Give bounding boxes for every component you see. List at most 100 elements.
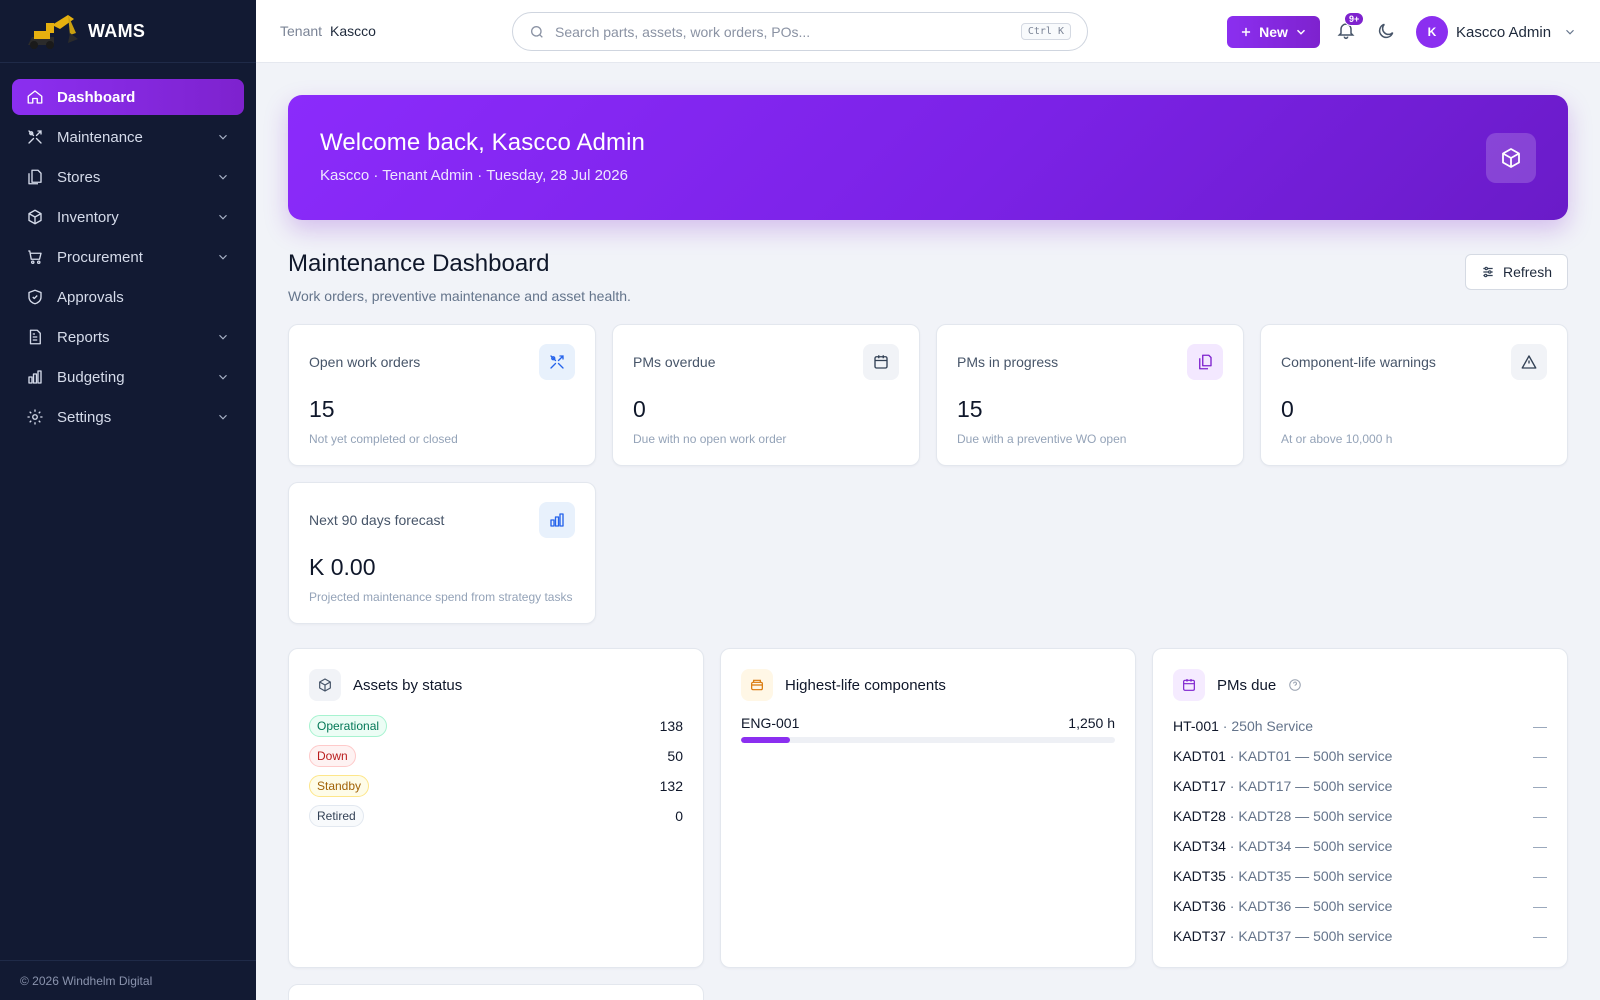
sidebar-item-reports[interactable]: Reports [12,319,244,355]
assets-by-status-panel: Assets by status Operational 138 Down 50 Sta… [288,648,704,968]
search-icon [529,24,545,40]
kpi-title: PMs in progress [957,354,1059,370]
box-icon [26,208,44,226]
copy-icon [1187,344,1223,380]
pm-asset-code: KADT34 [1173,838,1226,854]
kpi-card[interactable]: Component-life warnings 0 At or above 10,0… [1260,324,1568,466]
pm-description: KADT17 — 500h service [1238,778,1393,794]
sidebar-item-stores[interactable]: Stores [12,159,244,195]
kpi-title: Next 90 days forecast [309,512,445,528]
kpi-note: Due with a preventive WO open [957,432,1127,446]
status-count: 0 [675,808,683,824]
status-badge: Retired [309,805,364,827]
pm-description: KADT36 — 500h service [1238,898,1393,914]
sidebar-item-maintenance[interactable]: Maintenance [12,119,244,155]
kpi-title: Component-life warnings [1281,354,1436,370]
help-icon[interactable] [1288,678,1302,692]
sidebar-item-procurement[interactable]: Procurement [12,239,244,275]
kpi-title: Open work orders [309,354,421,370]
pm-row[interactable]: KADT01 · KADT01 — 500h service — [1173,748,1547,764]
pm-row[interactable]: KADT17 · KADT17 — 500h service — [1173,778,1547,794]
cube-icon [1486,133,1536,183]
welcome-banner: Welcome back, Kascco Admin Kascco · Tena… [288,95,1568,220]
component-list: ENG-001 1,250 h [741,715,1115,743]
kpi-card[interactable]: Open work orders 15 Not yet completed or c… [288,324,596,466]
component-hours: 1,250 h [1068,715,1115,731]
welcome-title: Welcome back, Kascco Admin [320,129,645,156]
kpi-note: Due with no open work order [633,432,787,446]
brand[interactable]: WAMS [0,0,256,63]
pm-row[interactable]: HT-001 · 250h Service — [1173,718,1547,734]
component-life-bar-fill [741,737,790,743]
calendar-icon [863,344,899,380]
sidebar-item-budgeting[interactable]: Budgeting [12,359,244,395]
search-input[interactable] [555,23,1021,40]
chevron-down-icon [216,330,230,344]
kpi-note: Not yet completed or closed [309,432,458,446]
plus-icon [1242,27,1251,37]
kpi-note: Projected maintenance spend from strateg… [309,590,573,604]
status-row: Operational 138 [309,711,683,741]
page-header: Maintenance Dashboard Work orders, preve… [288,250,1568,310]
new-button-label: New [1259,24,1288,40]
kpi-card[interactable]: Next 90 days forecast K 0.00 Projected mai… [288,482,596,624]
panel-title: Highest-life components [785,676,946,694]
stores-icon [26,168,44,186]
bar-chart-icon [26,368,44,386]
shield-check-icon [26,288,44,306]
chevron-down-icon [216,170,230,184]
report-icon [26,328,44,346]
chevron-down-icon [216,210,230,224]
pm-row[interactable]: KADT35 · KADT35 — 500h service — [1173,868,1547,884]
user-name: Kascco Admin [1456,23,1552,41]
sidebar-item-label: Inventory [57,208,119,226]
warning-icon [1511,344,1547,380]
pm-row[interactable]: KADT36 · KADT36 — 500h service — [1173,898,1547,914]
sidebar-item-dashboard[interactable]: Dashboard [12,79,244,115]
notifications-badge: 9+ [1344,12,1365,26]
sidebar-item-settings[interactable]: Settings [12,399,244,435]
component-life-bar [741,737,1115,743]
status-count: 138 [659,718,683,734]
pm-description: KADT28 — 500h service [1238,808,1393,824]
sidebar-item-label: Reports [57,328,110,346]
box-icon [309,669,341,701]
sliders-icon [1483,266,1493,278]
refresh-button[interactable]: Refresh [1465,254,1568,290]
user-menu[interactable]: K Kascco Admin [1416,16,1577,48]
pm-asset-code: KADT28 [1173,808,1226,824]
kpi-note: At or above 10,000 h [1281,432,1393,446]
pms-due-panel: PMs due HT-001 · 250h Service — KADT01 · K… [1152,648,1568,968]
new-button[interactable]: New [1227,16,1320,48]
excavator-logo-icon [28,15,78,49]
pm-row[interactable]: KADT28 · KADT28 — 500h service — [1173,808,1547,824]
wrench-icon [26,128,44,146]
pm-due: — [1533,898,1547,914]
home-icon [26,88,44,106]
sidebar-item-inventory[interactable]: Inventory [12,199,244,235]
chevron-down-icon [216,250,230,264]
avatar: K [1416,16,1448,48]
main-content: Welcome back, Kascco Admin Kascco · Tena… [288,95,1568,624]
kpi-card[interactable]: PMs in progress 15 Due with a preventive W… [936,324,1244,466]
pm-row[interactable]: KADT37 · KADT37 — 500h service — [1173,928,1547,944]
pm-asset-code: KADT01 [1173,748,1226,764]
component-icon [741,669,773,701]
kpi-value: 15 [957,396,983,422]
global-search[interactable]: Ctrl K [512,12,1088,51]
brand-name: WAMS [88,20,146,41]
page-title: Maintenance Dashboard [288,250,550,277]
component-code: ENG-001 [741,715,800,731]
sidebar-item-approvals[interactable]: Approvals [12,279,244,315]
status-badge: Down [309,745,356,767]
kpi-card[interactable]: PMs overdue 0 Due with no open work order [612,324,920,466]
refresh-label: Refresh [1502,264,1553,280]
highest-life-components-panel: Highest-life components ENG-001 1,250 h [720,648,1136,968]
pm-row[interactable]: KADT34 · KADT34 — 500h service — [1173,838,1547,854]
topbar: Tenant Kascco Ctrl K New 9+ K Kascco Admi… [256,0,1600,63]
pm-due: — [1533,748,1547,764]
pm-due: — [1533,868,1547,884]
wrench-icon [539,344,575,380]
sidebar-item-label: Procurement [57,248,143,266]
theme-toggle[interactable] [1376,21,1396,41]
